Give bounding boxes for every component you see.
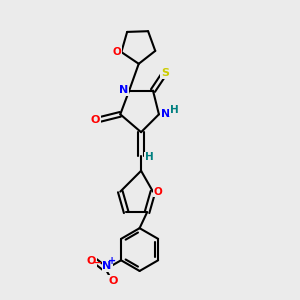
- Text: N: N: [161, 109, 170, 119]
- Text: O: O: [90, 115, 100, 125]
- Text: H: H: [145, 152, 154, 162]
- Text: +: +: [108, 256, 116, 266]
- Text: O: O: [112, 47, 121, 57]
- Text: N: N: [103, 261, 112, 271]
- Text: S: S: [161, 68, 169, 78]
- Text: O: O: [87, 256, 96, 266]
- Text: H: H: [170, 105, 179, 115]
- Text: −: −: [94, 258, 103, 268]
- Text: N: N: [119, 85, 128, 95]
- Text: O: O: [154, 187, 163, 196]
- Text: O: O: [108, 276, 118, 286]
